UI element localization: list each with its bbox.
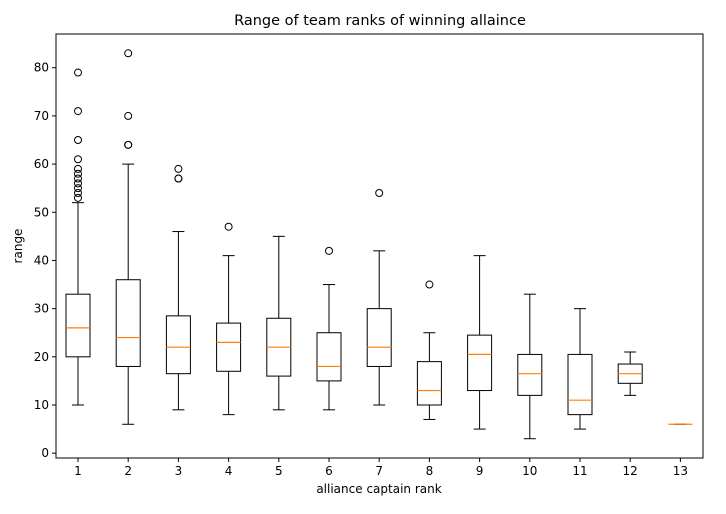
x-tick-label: 4 xyxy=(225,464,233,478)
x-tick-label: 1 xyxy=(74,464,82,478)
outlier-point xyxy=(74,179,82,188)
box xyxy=(467,334,493,392)
outlier-point xyxy=(74,164,82,173)
outlier-point xyxy=(174,164,183,173)
outlier-point xyxy=(375,189,384,197)
box xyxy=(115,279,141,367)
outlier-point xyxy=(124,111,133,120)
outlier-point xyxy=(74,189,82,197)
outlier-point xyxy=(74,174,82,183)
y-tick-label: 70 xyxy=(34,109,49,123)
box xyxy=(416,361,442,406)
chart-title: Range of team ranks of winning allaince xyxy=(234,13,526,29)
x-tick-label: 12 xyxy=(623,464,638,478)
y-axis-title: range xyxy=(11,229,25,264)
outlier-point xyxy=(74,107,82,116)
x-tick-label: 5 xyxy=(275,464,283,478)
x-tick-label: 13 xyxy=(673,464,688,478)
y-tick-label: 20 xyxy=(34,350,49,364)
x-tick-label: 2 xyxy=(124,464,132,478)
x-tick-label: 6 xyxy=(325,464,333,478)
outlier-point xyxy=(74,193,82,202)
box xyxy=(366,308,392,367)
y-tick-label: 60 xyxy=(34,157,49,171)
y-tick-label: 50 xyxy=(34,205,49,219)
outlier-point xyxy=(74,184,82,193)
outlier-point xyxy=(124,49,133,58)
x-axis-title: alliance captain rank xyxy=(316,482,441,496)
box xyxy=(65,293,91,358)
y-tick-label: 10 xyxy=(34,398,49,412)
y-tick-label: 80 xyxy=(34,61,49,75)
x-tick-label: 3 xyxy=(175,464,183,478)
y-tick-label: 0 xyxy=(41,446,49,460)
outlier-point xyxy=(325,246,333,255)
outlier-point xyxy=(74,136,82,144)
outlier-point xyxy=(74,169,82,178)
plot-frame xyxy=(55,33,704,459)
outlier-point xyxy=(124,140,133,149)
outlier-point xyxy=(74,155,82,164)
outlier-point xyxy=(174,174,183,183)
outlier-point xyxy=(425,280,434,289)
outlier-point xyxy=(224,222,233,231)
box xyxy=(165,315,191,375)
outlier-point xyxy=(74,68,82,77)
x-tick-label: 11 xyxy=(572,464,587,478)
x-tick-label: 7 xyxy=(375,464,383,478)
box xyxy=(567,353,593,416)
y-tick-label: 30 xyxy=(34,302,49,316)
x-tick-label: 9 xyxy=(476,464,484,478)
x-tick-label: 10 xyxy=(522,464,537,478)
box xyxy=(216,322,242,372)
box xyxy=(316,332,342,382)
x-tick-label: 8 xyxy=(426,464,434,478)
y-tick-label: 40 xyxy=(34,253,49,267)
box xyxy=(517,353,543,396)
